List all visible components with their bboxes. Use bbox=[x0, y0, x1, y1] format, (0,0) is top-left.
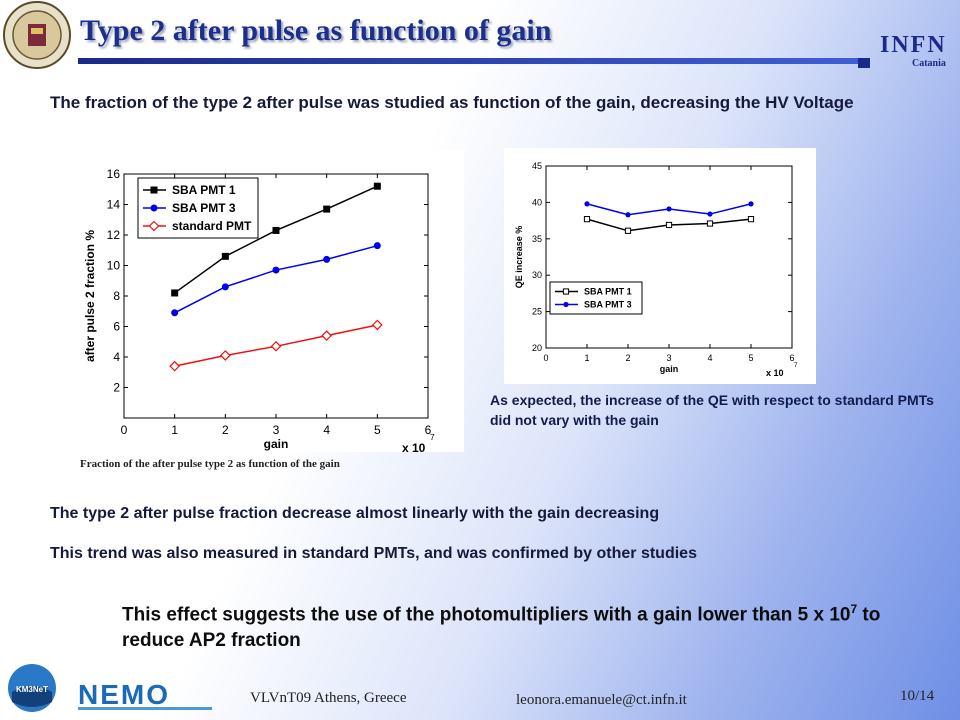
data-point bbox=[624, 227, 632, 234]
x-tick-label: 4 bbox=[323, 423, 330, 437]
y-tick-label: 6 bbox=[113, 320, 120, 334]
data-point bbox=[270, 340, 282, 352]
x-tick-label: 2 bbox=[222, 423, 229, 437]
data-point bbox=[747, 216, 755, 223]
data-point bbox=[373, 242, 381, 250]
data-point bbox=[272, 226, 280, 234]
data-point bbox=[323, 255, 331, 263]
x-axis-multiplier: x 10 bbox=[766, 368, 784, 378]
x-tick-label: 6 bbox=[789, 353, 794, 363]
y-tick-label: 2 bbox=[113, 381, 120, 395]
plot-area bbox=[545, 165, 793, 349]
y-tick-label: 30 bbox=[532, 270, 542, 280]
conclusion-text: This effect suggests the use of the phot… bbox=[122, 596, 902, 654]
legend-label: SBA PMT 1 bbox=[584, 287, 632, 297]
trend-text-1: The type 2 after pulse fraction decrease… bbox=[50, 505, 660, 522]
legend-marker bbox=[562, 288, 570, 295]
conclusion-exponent: 7 bbox=[850, 602, 858, 616]
y-tick-label: 10 bbox=[107, 259, 121, 273]
data-point bbox=[706, 220, 714, 227]
x-tick-label: 6 bbox=[425, 423, 432, 437]
y-tick-label: 16 bbox=[107, 167, 121, 181]
data-point bbox=[171, 289, 179, 297]
data-point bbox=[321, 330, 333, 341]
university-seal-logo bbox=[3, 1, 71, 69]
y-tick-label: 45 bbox=[532, 161, 542, 171]
y-tick-label: 14 bbox=[107, 198, 121, 212]
x-axis-multiplier: x 10 bbox=[402, 441, 426, 452]
x-tick-label: 3 bbox=[666, 353, 671, 363]
legend-box bbox=[549, 281, 643, 315]
data-point bbox=[625, 212, 631, 218]
y-tick-label: 40 bbox=[532, 197, 542, 207]
legend-label: SBA PMT 1 bbox=[172, 183, 236, 197]
conclusion-part-b: to reduce AP2 fraction bbox=[122, 604, 881, 652]
y-tick-label: 20 bbox=[532, 343, 542, 353]
y-tick-label: 35 bbox=[532, 234, 542, 244]
x-tick-label: 2 bbox=[625, 353, 630, 363]
km3net-logo: KM3NeT bbox=[8, 664, 56, 712]
legend-marker bbox=[148, 220, 160, 232]
chart-caption: Fraction of the after pulse type 2 as fu… bbox=[80, 458, 340, 470]
data-point bbox=[665, 221, 673, 229]
x-tick-label: 5 bbox=[374, 423, 381, 437]
y-tick-label: 25 bbox=[532, 307, 542, 317]
data-point bbox=[219, 350, 231, 361]
infn-logo: INFN bbox=[880, 32, 947, 58]
x-tick-label: 1 bbox=[171, 423, 178, 437]
data-point bbox=[584, 201, 590, 207]
y-tick-label: 8 bbox=[113, 289, 120, 303]
title-underline-end bbox=[858, 58, 870, 68]
trend-text-2: This trend was also measured in standard… bbox=[50, 545, 697, 562]
y-tick-label: 12 bbox=[107, 228, 121, 242]
x-tick-label: 4 bbox=[707, 353, 712, 363]
infn-logo-subtitle: Catania bbox=[912, 58, 946, 69]
data-point bbox=[323, 205, 331, 213]
legend-label: SBA PMT 3 bbox=[584, 300, 632, 310]
legend-marker bbox=[150, 186, 158, 194]
x-tick-label: 0 bbox=[543, 353, 548, 363]
x-tick-label: 3 bbox=[273, 423, 280, 437]
data-point bbox=[221, 283, 229, 291]
data-point bbox=[169, 360, 181, 372]
slide-title: Type 2 after pulse as function of gain bbox=[80, 14, 552, 47]
x-tick-label: 0 bbox=[121, 423, 128, 437]
data-point bbox=[221, 252, 229, 260]
x-axis-multiplier-exponent: 7 bbox=[430, 432, 435, 442]
legend-marker bbox=[150, 204, 158, 212]
x-axis-label: gain bbox=[660, 364, 679, 374]
nemo-logo-text: NEMO bbox=[78, 679, 170, 710]
qe-note: As expected, the increase of the QE with… bbox=[490, 392, 934, 428]
nemo-logo: NEMO bbox=[78, 679, 212, 710]
footer-conference: VLVnT09 Athens, Greece bbox=[250, 690, 407, 706]
chart-afterpulse-vs-gain: 0 1 2 3 4 5 6 2 4 6 8 10 12 14 16 gain x 10 7 after pulse … bbox=[72, 150, 464, 455]
legend-label: SBA PMT 3 bbox=[172, 201, 236, 215]
conclusion-part-a: This effect suggests the use of the phot… bbox=[122, 604, 851, 626]
chart-qe-increase-vs-gain: 0 1 2 3 4 5 6 20 25 30 35 40 45 gain x 10 7 QE increase … bbox=[504, 148, 816, 384]
y-tick-label: 4 bbox=[113, 350, 120, 364]
data-point bbox=[666, 206, 672, 212]
data-point bbox=[272, 266, 280, 274]
x-axis-multiplier-exponent: 7 bbox=[794, 362, 798, 369]
data-point bbox=[171, 309, 179, 317]
page-number: 10/14 bbox=[900, 688, 935, 704]
y-axis-label: after pulse 2 fraction % bbox=[83, 230, 97, 362]
data-point bbox=[707, 211, 713, 217]
data-point bbox=[371, 319, 383, 331]
intro-text: The fraction of the type 2 after pulse w… bbox=[50, 93, 854, 112]
title-underline bbox=[78, 58, 868, 64]
km3net-logo-text: KM3NeT bbox=[16, 685, 48, 694]
data-point bbox=[748, 201, 754, 207]
data-point bbox=[373, 182, 381, 190]
y-axis-label: QE increase % bbox=[514, 226, 524, 289]
legend-marker bbox=[563, 301, 569, 308]
data-point bbox=[583, 216, 591, 223]
x-tick-label: 1 bbox=[584, 353, 589, 363]
x-tick-label: 5 bbox=[748, 353, 753, 363]
x-axis-label: gain bbox=[264, 437, 289, 451]
legend-label: standard PMT bbox=[172, 219, 252, 233]
footer-email: leonora.emanuele@ct.infn.it bbox=[516, 692, 687, 708]
